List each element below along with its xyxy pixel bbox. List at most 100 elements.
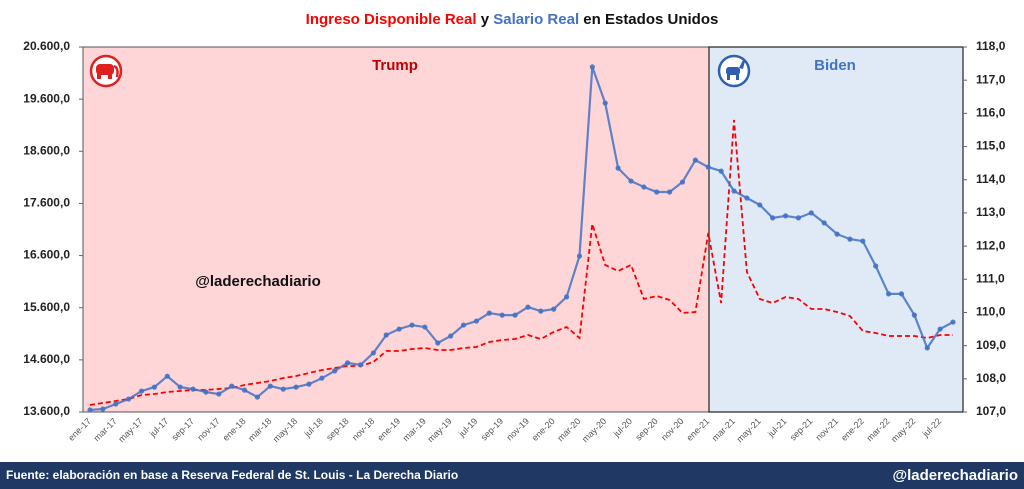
point [679, 179, 686, 185]
x-tick-label: mar-17 [92, 416, 119, 443]
point [641, 184, 647, 190]
point [332, 368, 338, 374]
point [628, 178, 634, 184]
donkey-icon [717, 54, 751, 88]
point [345, 360, 351, 366]
point [847, 236, 853, 242]
title-part: Ingreso Disponible Real [306, 11, 477, 28]
point [770, 215, 776, 221]
x-tick-label: sep-21 [788, 416, 815, 443]
x-tick-label: mar-19 [401, 416, 428, 443]
x-tick-label: ene-20 [530, 416, 557, 443]
y2-tick-label: 108,0 [976, 371, 1006, 385]
point [164, 373, 170, 379]
point [473, 318, 480, 324]
elephant-icon [89, 54, 123, 88]
y-tick-label: 18.600,0 [23, 143, 70, 157]
point [435, 340, 441, 346]
x-tick-label: may-17 [116, 416, 144, 444]
period-label: Biden [814, 57, 856, 74]
x-tick-label: may-19 [425, 416, 453, 444]
point [486, 310, 492, 316]
source: Fuente: elaboración en base a Reserva Fe… [6, 468, 458, 482]
point [731, 188, 737, 194]
point [241, 387, 248, 393]
point [950, 319, 956, 325]
point [151, 384, 158, 390]
title-part: en Estados Unidos [583, 11, 718, 28]
point [383, 332, 389, 338]
point [808, 210, 814, 216]
point [744, 195, 750, 201]
point [667, 189, 673, 195]
x-tick-label: ene-21 [684, 416, 711, 443]
y2-tick-label: 116,0 [976, 106, 1006, 120]
period-label: Trump [372, 57, 418, 74]
x-tick-label: ene-19 [375, 416, 402, 443]
point [615, 165, 621, 171]
x-tick-label: nov-20 [659, 416, 686, 443]
point [705, 164, 711, 170]
point [911, 312, 917, 318]
point [203, 389, 209, 395]
y-tick-label: 17.600,0 [23, 196, 70, 210]
x-tick-label: nov-17 [195, 416, 222, 443]
x-tick-label: jul-21 [765, 416, 788, 439]
point [718, 168, 724, 174]
watermark: @laderechadiario [195, 273, 321, 290]
x-tick-label: jul-17 [147, 416, 170, 439]
x-tick-label: may-21 [735, 416, 763, 444]
x-tick-label: mar-21 [710, 416, 737, 443]
point [602, 100, 608, 106]
point [177, 384, 183, 390]
y-tick-label: 20.600,0 [23, 39, 70, 53]
point [898, 291, 905, 297]
point [512, 312, 518, 318]
point [937, 326, 943, 332]
y2-tick-label: 109,0 [976, 338, 1006, 352]
x-tick-label: may-20 [580, 416, 608, 444]
point [551, 306, 557, 312]
credit: @laderechadiario [892, 467, 1018, 484]
title-part: y [481, 11, 490, 28]
point [834, 231, 840, 237]
point [448, 333, 454, 339]
x-tick-label: may-22 [889, 416, 917, 444]
y2-tick-label: 115,0 [976, 139, 1006, 153]
y2-tick-label: 118,0 [976, 39, 1006, 53]
x-tick-label: sep-17 [170, 416, 197, 443]
y2-tick-label: 113,0 [976, 205, 1006, 219]
point [860, 238, 866, 244]
trump-region [82, 46, 710, 413]
x-tick-label: sep-18 [324, 416, 351, 443]
x-tick-label: ene-22 [839, 416, 866, 443]
x-tick-label: nov-21 [814, 416, 841, 443]
point [589, 64, 595, 70]
point [654, 189, 660, 195]
y2-tick-label: 117,0 [976, 72, 1006, 86]
point [229, 383, 235, 389]
y-tick-label: 15.600,0 [23, 300, 70, 314]
title-part: Salario Real [493, 11, 579, 28]
y2-tick-label: 107,0 [976, 404, 1006, 418]
x-tick-label: mar-22 [864, 416, 891, 443]
point [422, 324, 428, 330]
x-tick-label: sep-19 [479, 416, 506, 443]
point [293, 384, 299, 390]
point [757, 202, 763, 208]
biden-region [708, 46, 964, 413]
x-tick-label: ene-17 [66, 416, 93, 443]
y2-tick-label: 111,0 [976, 271, 1005, 285]
point [396, 326, 402, 332]
point [563, 294, 570, 300]
x-tick-label: mar-18 [246, 416, 273, 443]
point [538, 308, 544, 314]
point [782, 213, 789, 219]
x-tick-label: may-18 [271, 416, 299, 444]
x-tick-label: ene-18 [221, 416, 248, 443]
point [409, 322, 415, 328]
y-tick-label: 13.600,0 [23, 404, 70, 418]
point [267, 383, 273, 389]
point [190, 386, 196, 392]
